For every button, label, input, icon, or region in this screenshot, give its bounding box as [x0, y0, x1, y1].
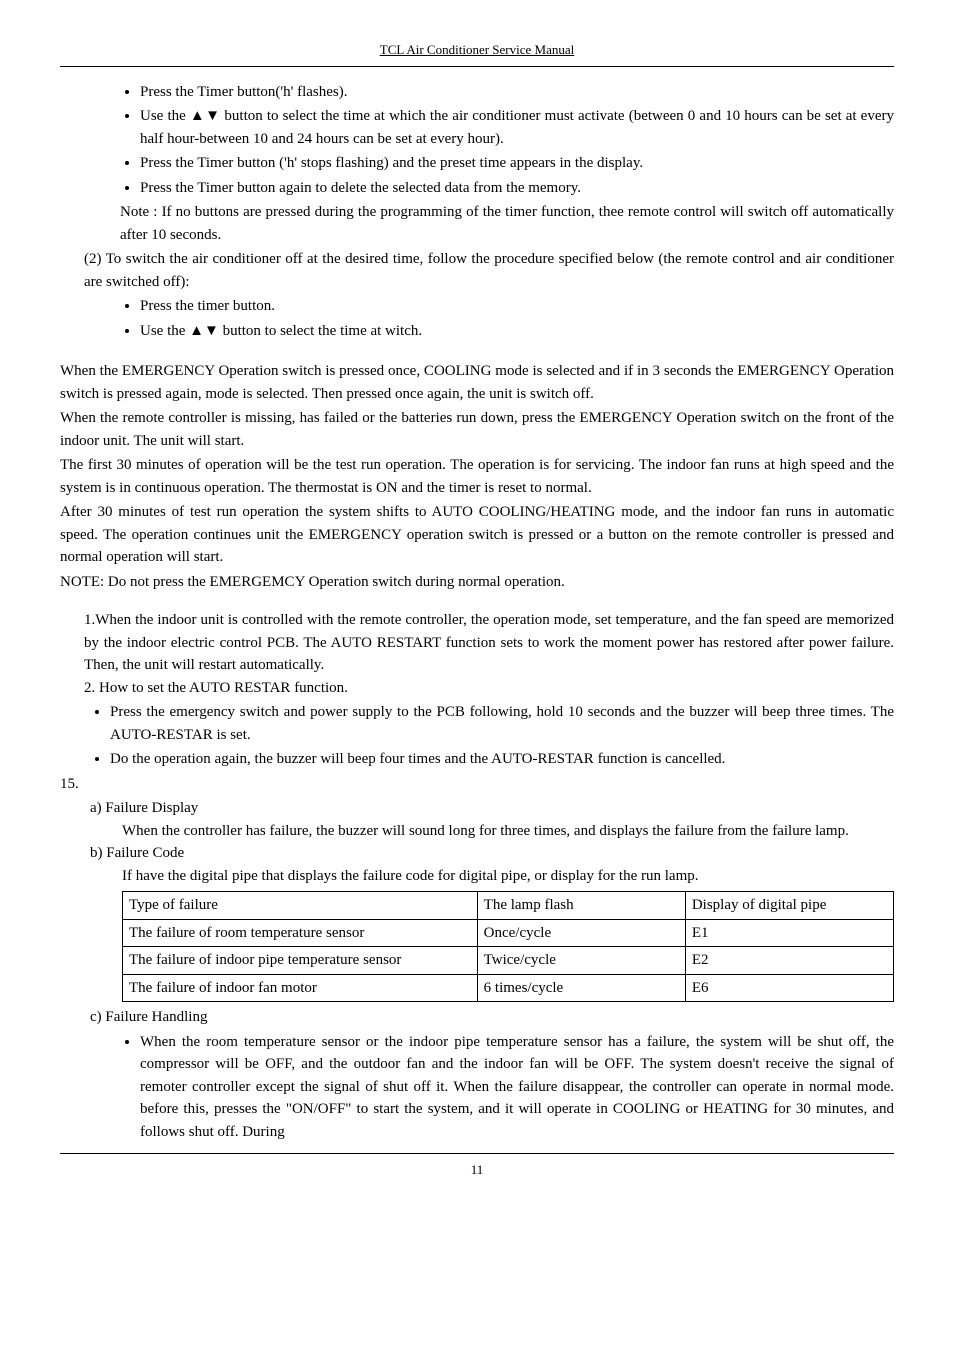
header-rule — [60, 66, 894, 67]
emergency-para-4: After 30 minutes of test run operation t… — [60, 501, 894, 569]
table-cell: The failure of indoor pipe temperature s… — [123, 947, 478, 975]
emergency-para-1: When the EMERGENCY Operation switch is p… — [60, 360, 894, 405]
restart-para-2: 2. How to set the AUTO RESTAR function. — [84, 677, 894, 700]
failure-c-label: c) Failure Handling — [90, 1006, 894, 1029]
table-header-cell: The lamp flash — [477, 892, 685, 920]
page-number: 11 — [60, 1160, 894, 1180]
table-cell: Twice/cycle — [477, 947, 685, 975]
page-header: TCL Air Conditioner Service Manual — [60, 40, 894, 60]
table-cell: E1 — [685, 919, 893, 947]
section1-note: Note : If no buttons are pressed during … — [120, 201, 894, 246]
table-row: The failure of indoor pipe temperature s… — [123, 947, 894, 975]
failure-a-label: a) Failure Display — [90, 797, 894, 820]
emergency-para-3: The first 30 minutes of operation will b… — [60, 454, 894, 499]
bullet-item: Use the ▲▼ button to select the time at … — [140, 105, 894, 150]
bullet-item: When the room temperature sensor or the … — [140, 1031, 894, 1144]
table-cell: Once/cycle — [477, 919, 685, 947]
failure-code-table: Type of failure The lamp flash Display o… — [122, 891, 894, 1002]
table-cell: 6 times/cycle — [477, 974, 685, 1002]
failure-b-label: b) Failure Code — [90, 842, 894, 865]
section1-bullets: Press the Timer button('h' flashes). Use… — [140, 81, 894, 200]
table-cell: The failure of indoor fan motor — [123, 974, 478, 1002]
bullet-item: Press the timer button. — [140, 295, 894, 318]
bullet-item: Press the Timer button again to delete t… — [140, 177, 894, 200]
bullet-item: Use the ▲▼ button to select the time at … — [140, 320, 894, 343]
section-15-label: 15. — [60, 773, 894, 796]
section2-lead: (2) To switch the air conditioner off at… — [84, 248, 894, 293]
table-cell: E6 — [685, 974, 893, 1002]
table-cell: E2 — [685, 947, 893, 975]
table-row: Type of failure The lamp flash Display o… — [123, 892, 894, 920]
bullet-item: Do the operation again, the buzzer will … — [110, 748, 894, 771]
restart-bullets: Press the emergency switch and power sup… — [110, 701, 894, 771]
bullet-item: Press the Timer button('h' flashes). — [140, 81, 894, 104]
failure-b-body: If have the digital pipe that displays t… — [122, 865, 894, 888]
failure-c-bullets: When the room temperature sensor or the … — [140, 1031, 894, 1144]
table-cell: The failure of room temperature sensor — [123, 919, 478, 947]
emergency-para-2: When the remote controller is missing, h… — [60, 407, 894, 452]
bullet-item: Press the emergency switch and power sup… — [110, 701, 894, 746]
section2-bullets: Press the timer button. Use the ▲▼ butto… — [140, 295, 894, 342]
bullet-item: Press the Timer button ('h' stops flashi… — [140, 152, 894, 175]
table-row: The failure of room temperature sensor O… — [123, 919, 894, 947]
spacer — [60, 344, 894, 358]
footer-rule — [60, 1153, 894, 1154]
restart-para-1: 1.When the indoor unit is controlled wit… — [84, 609, 894, 677]
spacer — [60, 595, 894, 609]
failure-a-body: When the controller has failure, the buz… — [122, 820, 894, 843]
emergency-note: NOTE: Do not press the EMERGEMCY Operati… — [60, 571, 894, 594]
table-header-cell: Type of failure — [123, 892, 478, 920]
table-row: The failure of indoor fan motor 6 times/… — [123, 974, 894, 1002]
table-header-cell: Display of digital pipe — [685, 892, 893, 920]
